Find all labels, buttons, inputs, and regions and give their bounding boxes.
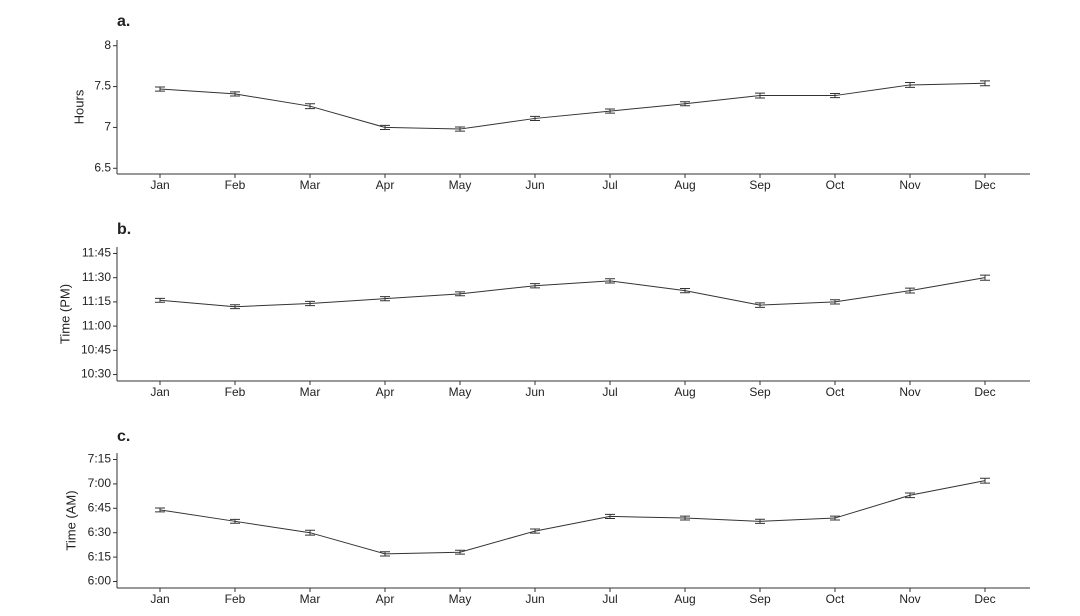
error-bar <box>830 299 840 305</box>
x-tick-label: Aug <box>674 385 695 399</box>
y-tick-label: 6:00 <box>88 574 112 588</box>
x-tick-label: Oct <box>826 178 845 192</box>
x-tick-label: Aug <box>674 178 695 192</box>
x-tick-label: Jun <box>525 592 544 606</box>
x-tick-label: Jul <box>602 592 617 606</box>
error-bar <box>605 108 615 114</box>
error-bar <box>530 528 540 534</box>
error-bar <box>230 518 240 524</box>
error-bar <box>905 492 915 499</box>
y-tick-label: 11:45 <box>82 246 111 260</box>
y-tick-label: 6.5 <box>94 160 111 174</box>
error-bar <box>680 515 690 521</box>
x-tick-label: May <box>449 592 472 606</box>
x-tick-label: Jul <box>602 385 617 399</box>
x-tick-label: Jun <box>525 178 544 192</box>
x-tick-label: Apr <box>376 178 395 192</box>
error-bar <box>605 278 615 284</box>
x-tick-label: Mar <box>300 385 321 399</box>
x-tick-label: Mar <box>300 592 321 606</box>
error-bar <box>155 507 165 513</box>
x-tick-label: Oct <box>826 385 845 399</box>
error-bar <box>755 92 765 99</box>
x-tick-label: Nov <box>899 178 920 192</box>
data-line <box>159 480 986 555</box>
y-tick-label: 10:30 <box>81 367 111 381</box>
error-bar <box>155 86 165 92</box>
y-tick-label: 6:30 <box>88 525 112 539</box>
error-bar <box>830 515 840 521</box>
x-tick-label: Sep <box>749 592 771 606</box>
error-bar <box>380 124 390 130</box>
x-tick-label: Jan <box>150 178 169 192</box>
error-bar <box>905 81 915 88</box>
x-tick-label: Aug <box>674 592 695 606</box>
x-tick-label: Dec <box>974 178 995 192</box>
error-bar <box>980 274 990 281</box>
y-tick-label: 10:45 <box>81 342 111 356</box>
y-axis-label: Hours <box>71 89 86 124</box>
y-tick-label: 11:30 <box>82 270 111 284</box>
y-axis-label: Time (PM) <box>57 284 72 344</box>
error-bar <box>230 304 240 310</box>
x-tick-label: Sep <box>749 178 771 192</box>
y-tick-label: 11:15 <box>82 294 111 308</box>
error-bar <box>380 551 390 557</box>
error-bar <box>980 80 990 87</box>
error-bar <box>530 115 540 121</box>
x-tick-label: Oct <box>826 592 845 606</box>
error-bar <box>305 300 315 307</box>
panel-title: c. <box>117 428 130 445</box>
data-line <box>159 82 986 130</box>
x-tick-label: Feb <box>225 178 246 192</box>
x-tick-label: Jan <box>150 385 169 399</box>
error-bar <box>455 549 465 555</box>
error-bar <box>905 287 915 294</box>
error-bar <box>830 93 840 99</box>
error-bar <box>230 91 240 97</box>
error-bar <box>530 283 540 289</box>
y-tick-label: 7.5 <box>94 79 111 93</box>
x-tick-label: Sep <box>749 385 771 399</box>
x-tick-label: Dec <box>974 385 995 399</box>
error-bar <box>605 513 615 520</box>
y-tick-label: 7:00 <box>88 476 112 490</box>
y-axis-label: Time (AM) <box>63 490 78 550</box>
panel-title: b. <box>117 221 131 238</box>
error-bar <box>455 126 465 132</box>
x-tick-label: Jul <box>602 178 617 192</box>
error-bar <box>755 518 765 524</box>
x-tick-label: Apr <box>376 592 395 606</box>
y-tick-label: 7:15 <box>88 452 112 466</box>
y-tick-label: 6:45 <box>88 500 112 514</box>
x-tick-label: Feb <box>225 385 246 399</box>
panel-title: a. <box>117 13 130 30</box>
x-tick-label: Apr <box>376 385 395 399</box>
x-tick-label: Mar <box>300 178 321 192</box>
error-bar <box>455 291 465 297</box>
x-tick-label: Jan <box>150 592 169 606</box>
error-bar <box>680 101 690 107</box>
data-line <box>159 277 986 308</box>
y-tick-label: 11:00 <box>82 318 111 332</box>
x-tick-label: May <box>449 178 472 192</box>
y-tick-label: 8 <box>104 38 111 52</box>
error-bar <box>755 302 765 308</box>
error-bar <box>305 103 315 110</box>
x-tick-label: Nov <box>899 385 920 399</box>
error-bar <box>980 477 990 484</box>
error-bar <box>305 529 315 536</box>
y-tick-label: 6:15 <box>88 549 112 563</box>
error-bar <box>155 297 165 303</box>
x-tick-label: Jun <box>525 385 544 399</box>
x-tick-label: Feb <box>225 592 246 606</box>
x-tick-label: Nov <box>899 592 920 606</box>
x-tick-label: May <box>449 385 472 399</box>
error-bar <box>680 287 690 294</box>
x-tick-label: Dec <box>974 592 995 606</box>
error-bar <box>380 296 390 302</box>
y-tick-label: 7 <box>104 120 111 134</box>
